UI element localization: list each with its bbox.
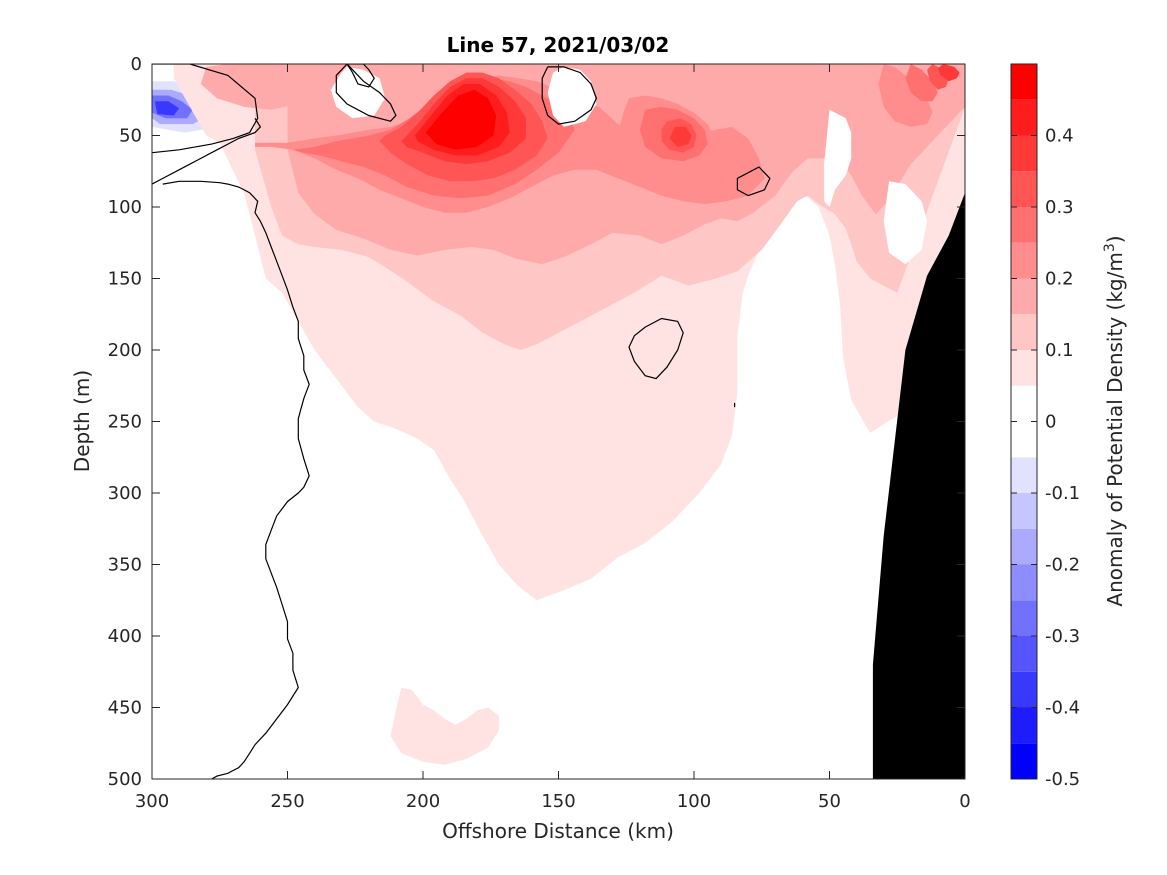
colorbar-swatch-3	[1011, 636, 1037, 672]
colorbar-label-superscript: 3	[1102, 243, 1118, 252]
colorbar-tick-label: 0.1	[1045, 340, 1074, 361]
zero-contour-line-4	[346, 64, 375, 88]
zero-contour-line-0	[152, 64, 259, 154]
colorbar-axis: -0.5 -0.4 -0.3 -0.2 -0.1 0 0.1 0.2 0.3 0.4	[1011, 126, 1080, 790]
colorbar-swatch-2	[1011, 671, 1037, 708]
contour-region-red-top-27	[937, 64, 960, 82]
x-tick-label: 100	[677, 791, 711, 812]
colorbar-swatch-0	[1011, 743, 1037, 779]
contour-region-red-upper-17	[425, 89, 497, 150]
zero-contour-line-1	[152, 117, 262, 185]
colorbar-label: Anomaly of Potential Density (kg/m3)	[1102, 235, 1127, 606]
x-tick-label: 300	[135, 791, 169, 812]
y-axis-label: Depth (m)	[70, 370, 94, 472]
colorbar-tick-label: -0.5	[1045, 769, 1080, 790]
colorbar-swatch-17	[1011, 135, 1037, 172]
colorbar-swatch-6	[1011, 528, 1037, 565]
colorbar-swatch-9	[1011, 421, 1037, 458]
colorbar-swatch-18	[1011, 99, 1037, 136]
colorbar-swatch-1	[1011, 707, 1037, 744]
bathymetry-layer	[872, 106, 965, 779]
y-tick-label: 400	[108, 626, 142, 647]
y-tick-label: 300	[108, 483, 142, 504]
colorbar-tick-label: -0.3	[1045, 626, 1080, 647]
contour-region-white-hole-30	[547, 66, 597, 127]
y-axis: 0 50 100 150 200 250 300 350 400 450 500	[108, 54, 965, 790]
contour-region-red-top-24	[878, 64, 933, 127]
y-tick-label: 500	[108, 769, 142, 790]
y-tick-label: 150	[108, 269, 142, 290]
x-tick-label: 250	[270, 791, 304, 812]
x-tick-label: 150	[541, 791, 575, 812]
colorbar-label-main: Anomaly of Potential Density (kg/m	[1103, 252, 1127, 606]
colorbar-tick-label: 0	[1045, 412, 1056, 433]
contour-region-white-hole-29	[883, 181, 928, 265]
colorbar-swatch-8	[1011, 457, 1037, 493]
zero-contour-line-5	[541, 66, 598, 125]
colorbar-swatch-7	[1011, 493, 1037, 529]
zero-contour-line-7	[628, 317, 684, 380]
contour-region-red-deep-32	[390, 687, 499, 765]
colorbar-swatch-19	[1011, 64, 1037, 100]
colorbar-swatch-5	[1011, 564, 1037, 601]
colorbar-tick-label: 0.4	[1045, 126, 1074, 147]
colorbar-swatch-16	[1011, 171, 1037, 207]
x-axis-label: Offshore Distance (km)	[442, 819, 674, 843]
plot-area	[152, 64, 965, 779]
zero-contour-layer	[152, 64, 771, 779]
y-tick-label: 100	[108, 197, 142, 218]
colorbar-swatch-13	[1011, 278, 1037, 315]
y-tick-label: 350	[108, 555, 142, 576]
x-tick-label: 0	[959, 791, 970, 812]
contour-region-white-hole-31	[330, 66, 386, 119]
colorbar-label-end: )	[1103, 235, 1127, 243]
contour-region-blue-patch-5	[152, 199, 255, 229]
colorbar-tick-label: -0.4	[1045, 698, 1080, 719]
x-tick-label: 50	[818, 791, 841, 812]
contour-region-blue-core-4	[154, 101, 180, 116]
bathymetry-seafloor	[872, 106, 965, 779]
contour-region-blue-patch-6	[152, 235, 166, 300]
colorbar-tick-label: -0.1	[1045, 483, 1080, 504]
y-tick-label: 450	[108, 698, 142, 719]
colorbar-swatch-10	[1011, 385, 1037, 422]
zero-contour-line-6	[736, 166, 771, 197]
x-axis: 300 250 200 150 100 50 0	[135, 64, 971, 812]
y-tick-label: 0	[131, 54, 142, 75]
y-tick-label: 250	[108, 412, 142, 433]
colorbar-swatch-12	[1011, 314, 1037, 350]
contour-region-red-top-25	[905, 64, 938, 102]
contour-region-red-mid-21	[669, 126, 692, 147]
chart-title: Line 57, 2021/03/02	[447, 33, 670, 57]
colorbar-swatch-14	[1011, 242, 1037, 279]
colorbar-tick-label: 0.3	[1045, 197, 1074, 218]
y-tick-label: 50	[119, 126, 142, 147]
zero-contour-line-3	[335, 64, 397, 122]
colorbar-swatch-4	[1011, 600, 1037, 636]
contour-region-red-top-23	[200, 64, 326, 110]
zero-contour-line-2	[162, 180, 310, 779]
y-tick-label: 200	[108, 340, 142, 361]
contour-fill-layer	[152, 64, 965, 765]
colorbar-tick-label: -0.2	[1045, 555, 1080, 576]
colorbar-swatch-15	[1011, 207, 1037, 243]
x-tick-label: 200	[406, 791, 440, 812]
colorbar-tick-label: 0.2	[1045, 269, 1074, 290]
colorbar-swatch-11	[1011, 350, 1037, 386]
contour-region-white-hole-28	[824, 109, 852, 207]
colorbar	[1010, 63, 1038, 780]
